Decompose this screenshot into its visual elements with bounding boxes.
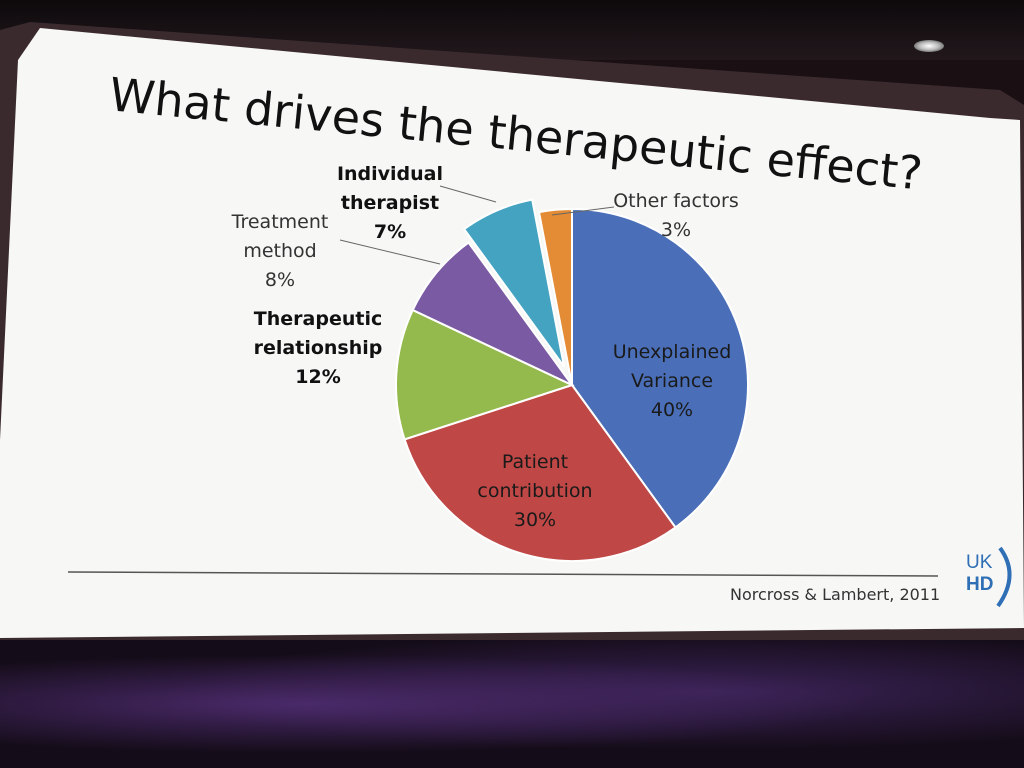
- slice-value-label: 40%: [651, 399, 693, 421]
- logo-text-bottom: HD: [966, 574, 993, 595]
- slice-value-label: 12%: [295, 366, 340, 388]
- leader-line: [339, 239, 441, 265]
- footer-divider: [67, 571, 939, 577]
- citation-text: Norcross & Lambert, 2011: [730, 585, 940, 604]
- leader-line: [439, 185, 497, 203]
- logo-text-top: UK: [966, 552, 993, 573]
- pie-labels: Unexplained Variance 40% Patient contributio…: [231, 163, 739, 531]
- logo-swoosh-icon: [996, 546, 1012, 608]
- slice-name-label: therapist: [341, 192, 439, 214]
- slice-name-label: method: [243, 240, 316, 262]
- ukhd-logo: UK HD: [966, 546, 1012, 608]
- stage-floor: [0, 640, 1024, 768]
- slice-value-label: 7%: [374, 221, 406, 243]
- slice-name-label: Patient: [502, 451, 568, 473]
- leader-line: [551, 206, 615, 216]
- slice-name-label: Other factors: [613, 190, 739, 212]
- slice-name-label: Individual: [337, 163, 443, 185]
- slice-value-label: 30%: [514, 509, 556, 531]
- pie-slice-unexplained-variance: [571, 207, 749, 529]
- pie-slice-other-factors: [537, 207, 573, 386]
- pie-slice-patient-contribution: [403, 383, 677, 562]
- slice-value-label: 3%: [661, 219, 691, 241]
- slice-name-label: Variance: [631, 370, 713, 392]
- pie-slice-treatment-method: [411, 241, 573, 386]
- ceiling-light: [914, 40, 944, 52]
- pie-slice-therapeutic-relationship: [395, 308, 575, 441]
- slice-name-label: Therapeutic: [254, 308, 382, 330]
- slice-name-label: contribution: [477, 480, 592, 502]
- pie-leader-lines: [339, 185, 615, 265]
- slice-name-label: Treatment: [231, 211, 329, 233]
- slice-name-label: Unexplained: [613, 341, 732, 363]
- slice-name-label: relationship: [254, 337, 383, 359]
- pie-slice-individual-therapist: [462, 198, 566, 368]
- slice-value-label: 8%: [265, 269, 295, 291]
- pie-chart: [395, 198, 749, 562]
